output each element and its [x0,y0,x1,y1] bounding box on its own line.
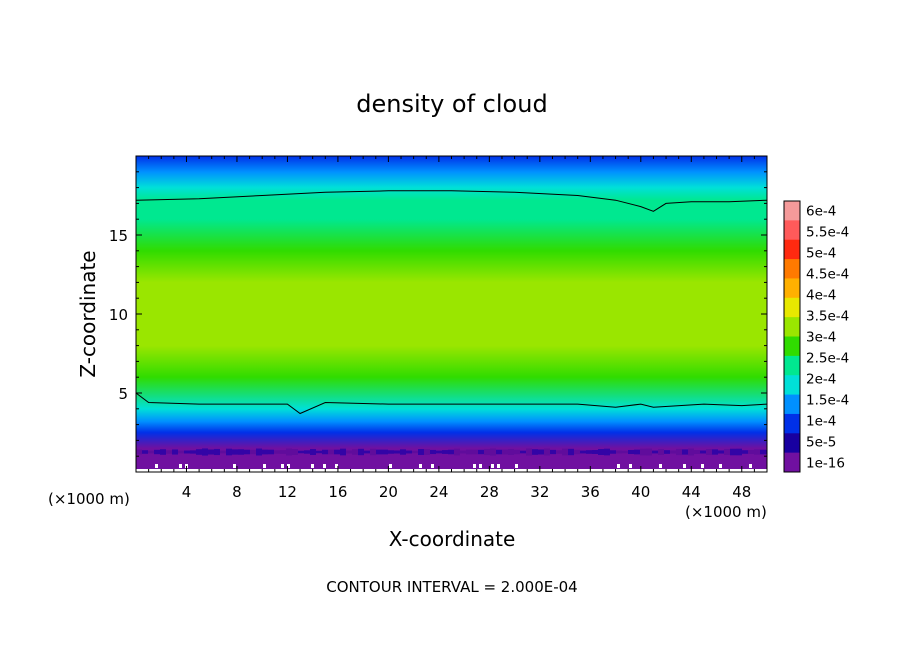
colorbar-swatch [784,278,800,299]
colorbar-label: 1.5e-4 [806,392,849,408]
colorbar-swatch [784,239,800,260]
x-tick-label: 44 [682,483,701,501]
x-tick-label: 20 [379,483,398,501]
colorbar-frame [783,200,801,473]
colorbar-swatch [784,201,800,221]
x-unit-right: (×1000 m) [685,503,767,521]
x-tick-label: 28 [480,483,499,501]
contour-line-1 [136,392,767,415]
x-tick-label: 24 [429,483,448,501]
plot-area [136,156,767,472]
density-field [136,156,767,472]
contour-interval-note: CONTOUR INTERVAL = 2.000E-04 [326,578,577,596]
x-axis-label: X-coordinate [389,527,516,551]
y-axis-ticks: 5 10 15 [109,171,767,457]
colorbar-swatch [784,317,800,337]
colorbar-swatch [784,413,800,434]
colorbar-swatch [784,355,800,376]
colorbar-label: 4.5e-4 [806,267,849,283]
colorbar-label: 5e-5 [806,434,836,450]
colorbar-label: 2e-4 [806,371,836,387]
colorbar-swatch [784,259,800,279]
colorbar-swatch [784,375,800,396]
y-tick-label: 15 [109,227,128,245]
colorbar-swatch [784,394,800,415]
colorbar-swatch [784,336,800,357]
x-tick-label: 4 [182,483,192,501]
x-tick-label: 16 [328,483,347,501]
y-axis-label: Z-coordinate [76,250,100,377]
colorbar-label: 4e-4 [806,288,836,304]
x-tick-label: 36 [581,483,600,501]
colorbar-label: 1e-4 [806,413,836,429]
y-tick-label: 10 [109,306,128,324]
contour-lines [136,190,767,415]
colorbar-swatch [784,220,800,241]
x-axis-ticks: 4 8 12 16 20 24 28 32 36 40 44 48 [148,156,755,501]
x-tick-label: 12 [278,483,297,501]
contour-line-2 [136,190,767,212]
surface-noise-band [136,448,767,468]
colorbar-label: 5.5e-4 [806,225,849,241]
colorbar-label: 3.5e-4 [806,309,849,325]
chart-title: density of cloud [356,90,547,118]
colorbar: 6e-4 5.5e-4 5e-4 4.5e-4 4e-4 3.5e-4 3e-4 2.5e-4… [783,200,849,473]
x-tick-label: 8 [232,483,242,501]
x-tick-label: 32 [530,483,549,501]
colorbar-swatch [784,297,800,318]
y-tick-label: 5 [118,385,128,403]
colorbar-label: 6e-4 [806,204,836,220]
colorbar-label: 2.5e-4 [806,350,849,366]
colorbar-swatch [784,452,800,473]
colorbar-label: 3e-4 [806,330,836,346]
colorbar-label: 1e-16 [806,455,845,471]
x-unit-left: (×1000 m) [48,490,130,508]
x-tick-label: 40 [631,483,650,501]
colorbar-swatch [784,433,800,454]
x-tick-label: 48 [732,483,751,501]
colorbar-label: 5e-4 [806,246,836,262]
